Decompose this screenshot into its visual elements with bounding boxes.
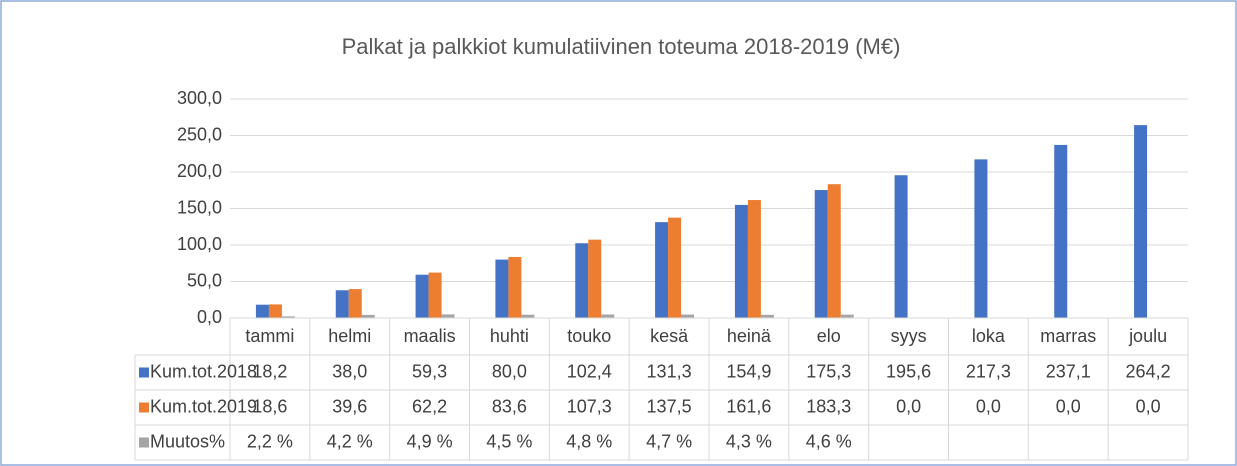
bar: [974, 159, 988, 318]
bar: [281, 316, 295, 318]
bar: [814, 190, 828, 318]
x-tick-label: joulu: [1128, 326, 1167, 346]
data-table-value: 4,8 %: [566, 431, 612, 451]
bar: [495, 259, 509, 318]
data-table-value: 83,6: [492, 396, 527, 416]
bar: [268, 304, 282, 318]
x-tick-label: syys: [891, 326, 927, 346]
chart-title: Palkat ja palkkiot kumulatiivinen toteum…: [342, 34, 901, 59]
data-table-value: 18,6: [252, 396, 287, 416]
bar: [894, 175, 908, 318]
y-tick-label: 300,0: [177, 88, 222, 108]
x-tick-label: maalis: [404, 326, 456, 346]
y-tick-label: 200,0: [177, 161, 222, 181]
bar: [588, 239, 602, 318]
bar: [255, 304, 269, 318]
data-table-value: 0,0: [1136, 396, 1161, 416]
data-table-value: 195,6: [886, 361, 931, 381]
data-table-value: 4,6 %: [806, 431, 852, 451]
data-table-value: 0,0: [896, 396, 921, 416]
bar: [601, 314, 615, 318]
data-table-value: 4,5 %: [486, 431, 532, 451]
legend-key: [139, 437, 149, 448]
x-tick-label: tammi: [245, 326, 294, 346]
data-table-value: 154,9: [726, 361, 771, 381]
bar: [668, 217, 682, 318]
legend-key: [139, 367, 149, 378]
bar: [747, 200, 761, 318]
bar: [415, 274, 429, 318]
x-tick-label: huhti: [490, 326, 529, 346]
data-table-value: 107,3: [567, 396, 612, 416]
bar: [335, 290, 349, 318]
bar: [1134, 125, 1148, 318]
data-table-value: 137,5: [647, 396, 692, 416]
data-table-value: 183,3: [806, 396, 851, 416]
data-table-value: 175,3: [806, 361, 851, 381]
bar: [840, 314, 854, 318]
x-tick-label: heinä: [727, 326, 772, 346]
data-table-value: 161,6: [726, 396, 771, 416]
y-tick-label: 150,0: [177, 197, 222, 217]
data-table-value: 62,2: [412, 396, 447, 416]
data-table-value: 18,2: [252, 361, 287, 381]
x-tick-label: loka: [972, 326, 1006, 346]
data-table-value: 80,0: [492, 361, 527, 381]
bar: [361, 314, 375, 318]
x-tick-label: helmi: [328, 326, 371, 346]
data-table-value: 264,2: [1126, 361, 1171, 381]
bar: [734, 204, 748, 318]
bar: [441, 314, 455, 318]
bar: [508, 256, 522, 318]
bar: [681, 314, 695, 318]
legend-label: Muutos%: [150, 431, 225, 451]
y-tick-label: 0,0: [197, 307, 222, 327]
data-table-value: 0,0: [976, 396, 1001, 416]
data-table-value: 38,0: [332, 361, 367, 381]
data-table-value: 4,9 %: [407, 431, 453, 451]
bar: [575, 243, 589, 318]
data-table-value: 217,3: [966, 361, 1011, 381]
x-tick-label: marras: [1040, 326, 1096, 346]
data-table-value: 4,3 %: [726, 431, 772, 451]
bar: [521, 314, 535, 318]
data-table-value: 59,3: [412, 361, 447, 381]
bar: [1054, 144, 1068, 318]
data-table-value: 39,6: [332, 396, 367, 416]
data-table-value: 4,7 %: [646, 431, 692, 451]
legend-key: [139, 402, 149, 413]
bar: [348, 289, 362, 318]
data-table-value: 131,3: [647, 361, 692, 381]
y-tick-label: 250,0: [177, 124, 222, 144]
x-tick-label: kesä: [650, 326, 689, 346]
y-tick-label: 50,0: [187, 270, 222, 290]
bar: [827, 184, 841, 318]
bar: [428, 272, 442, 318]
data-table-value: 4,2 %: [327, 431, 373, 451]
x-tick-label: elo: [817, 326, 841, 346]
bar: [655, 222, 669, 318]
bar: [760, 314, 774, 318]
data-table-value: 2,2 %: [247, 431, 293, 451]
legend-label: Kum.tot.2018: [150, 361, 257, 381]
legend-label: Kum.tot.2019: [150, 396, 257, 416]
x-tick-label: touko: [567, 326, 611, 346]
data-table-value: 0,0: [1056, 396, 1081, 416]
data-table-value: 237,1: [1046, 361, 1091, 381]
y-tick-label: 100,0: [177, 234, 222, 254]
data-table-value: 102,4: [567, 361, 612, 381]
